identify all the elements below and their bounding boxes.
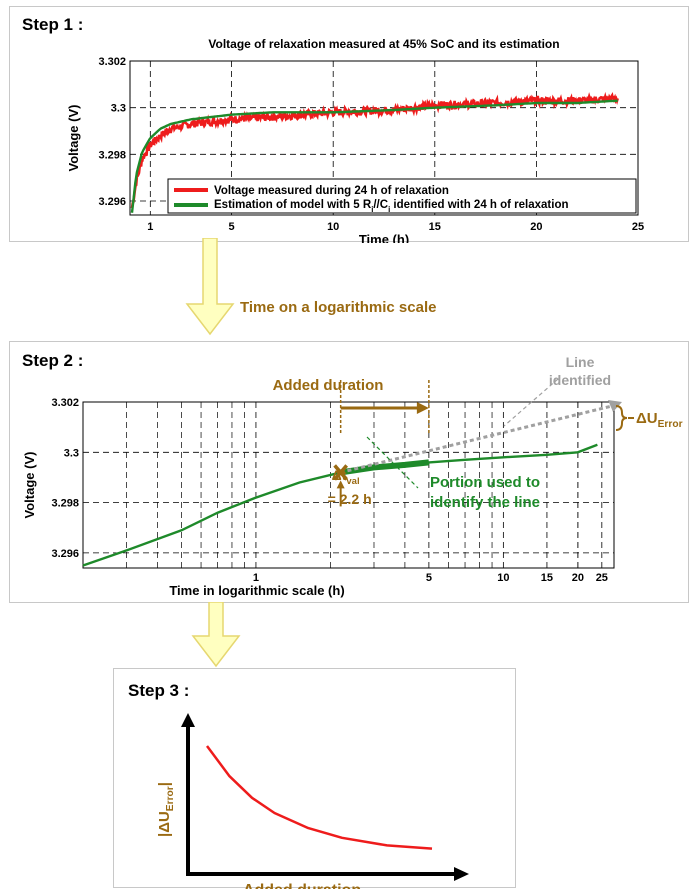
chart1-ytick-label: 3.302: [98, 56, 126, 68]
chart1-ylabel: Voltage (V): [66, 105, 81, 172]
chart2-xlabel: Time in logarithmic scale (h): [169, 583, 344, 598]
added-duration-arrowhead: [416, 402, 429, 414]
step3-panel: Step 3 : |ΔUError| Added duration: [113, 668, 516, 889]
chart1-title: Voltage of relaxation measured at 45% So…: [208, 37, 559, 51]
identified-portion: [340, 459, 430, 476]
step3-error-curve: [205, 745, 433, 850]
line-identified-label-2: identified: [549, 372, 611, 388]
legend-label-measured: Voltage measured during 24 h of relaxati…: [214, 185, 449, 197]
chart1-ytick-label: 3.298: [98, 149, 126, 161]
step2-title: Step 2 :: [22, 351, 84, 370]
chart1-xlabel: Time (h): [359, 232, 409, 243]
chart2-ytick-label: 3.298: [51, 498, 79, 510]
chart2-ytick-label: 3.302: [51, 397, 79, 409]
chart2-xtick-label: 1: [253, 572, 259, 584]
chart1-xtick-label: 10: [327, 221, 339, 233]
chart1-ytick-label: 3.3: [111, 103, 126, 115]
portion-label-2: identify the line: [430, 494, 540, 511]
chart1-xtick-label: 15: [429, 221, 441, 233]
delta-t-marker: [333, 464, 348, 481]
chart1-series-measured: [130, 91, 619, 209]
step3-y-arrowhead: [181, 713, 195, 727]
chart2-xtick-label: 15: [541, 572, 553, 584]
identified-line: [340, 404, 613, 474]
delta-t-label: Δtval: [332, 467, 360, 487]
chart1-xtick-label: 25: [632, 221, 644, 233]
chart1-legend-box: [167, 178, 637, 214]
step2-panel: Step 2 : 1 5 10 15 20 25 3.296 3.298 3.3 3.302 Tim…: [9, 341, 689, 603]
chart2-ytick-label: 3.296: [51, 548, 79, 560]
chart2-xtick-label: 10: [497, 572, 509, 584]
line-identified-leader: [503, 378, 559, 427]
chart2-plot-frame: [82, 401, 615, 569]
chart1-xtick-label: 1: [147, 221, 153, 233]
step1-title: Step 1 :: [22, 15, 84, 34]
step3-title: Step 3 :: [128, 681, 190, 700]
step1-panel: Step 1 : Voltage of relaxation measured …: [9, 6, 689, 243]
step3-ylabel: |ΔUError|: [156, 782, 176, 837]
chart2-ylabel: Voltage (V): [22, 452, 37, 519]
step3-x-arrowhead: [454, 867, 469, 881]
legend-label-model: Estimation of model with 5 Ri//Ci identi…: [214, 199, 569, 214]
chart2-xtick-label: 25: [596, 572, 608, 584]
chart1-ytick-label: 3.296: [98, 196, 126, 208]
delta-t-value: = 2.2 h: [328, 491, 372, 507]
chart2-xtick-label: 20: [572, 572, 584, 584]
transition-arrow-1: [185, 238, 235, 336]
step3-chart: |ΔUError| Added duration: [156, 713, 469, 889]
chart1-series-model: [130, 99, 618, 213]
step3-xlabel: Added duration: [243, 882, 361, 889]
delta-u-brace: [615, 405, 628, 431]
chart1-plot-frame: [129, 60, 639, 216]
delta-u-label: ΔUError: [636, 410, 683, 430]
transition-label: Time on a logarithmic scale: [240, 299, 437, 316]
portion-label-1: Portion used to: [430, 474, 540, 491]
step1-chart: Voltage of relaxation measured at 45% So…: [66, 37, 644, 243]
added-duration-label: Added duration: [273, 377, 384, 394]
chart2-xtick-label: 5: [426, 572, 432, 584]
chart2-ytick-label: 3.3: [64, 447, 79, 459]
transition-arrow-2: [191, 602, 241, 668]
chart1-xtick-label: 20: [530, 221, 542, 233]
identified-line-arrowhead: [608, 400, 622, 412]
delta-t-arrowhead: [336, 480, 345, 489]
line-identified-label-1: Line: [566, 354, 595, 370]
portion-leader: [366, 436, 419, 489]
chart1-xtick-label: 5: [229, 221, 235, 233]
